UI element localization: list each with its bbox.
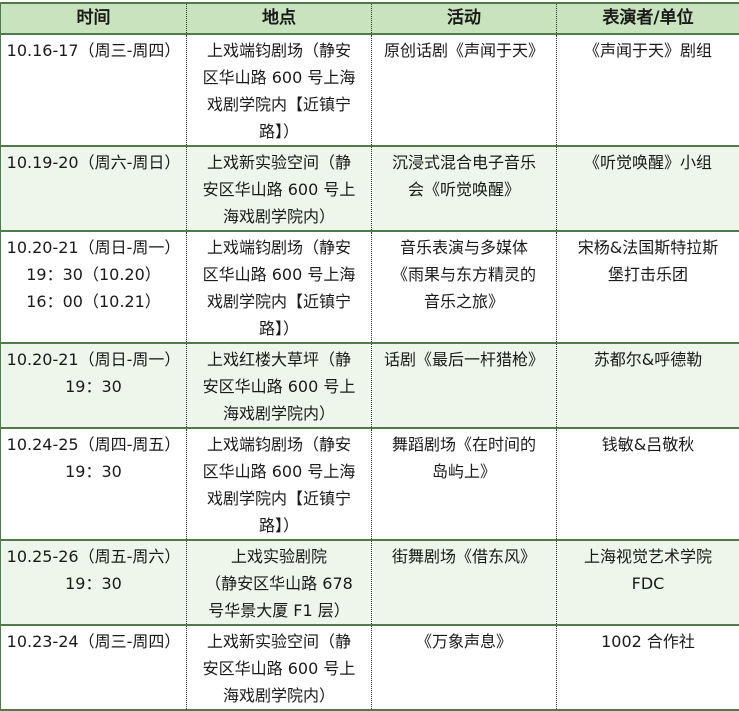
- time-cell: 10.20-21（周日-周一）19：30（10.20）16：00（10.21）: [1, 231, 187, 343]
- header-activity: 活动: [372, 3, 557, 34]
- time-cell-line: 16：00（10.21）: [3, 288, 184, 315]
- performer-cell: 苏都尔&呼德勒: [557, 343, 739, 428]
- activity-cell: 沉浸式混合电子音乐会《听觉唤醒》: [372, 146, 557, 231]
- time-cell: 10.23-24（周三-周四）: [1, 625, 187, 710]
- venue-cell-line: 上戏端钧剧场（静安: [189, 234, 369, 261]
- venue-cell-line: 号华景大厦 F1 层）: [189, 597, 369, 624]
- performer-cell-line: 上海视觉艺术学院: [559, 543, 737, 570]
- performer-cell: 《听觉唤醒》小组: [557, 146, 739, 231]
- activity-cell: 《万象声息》: [372, 625, 557, 710]
- venue-cell-line: 上戏端钧剧场（静安: [189, 37, 369, 64]
- time-cell: 10.20-21（周日-周一）19：30: [1, 343, 187, 428]
- activity-cell-line: 音乐表演与多媒体: [374, 234, 554, 261]
- time-cell-line: 10.20-21（周日-周一）: [3, 346, 184, 373]
- activity-cell-line: 会《听觉唤醒》: [374, 176, 554, 203]
- table-row: 10.20-21（周日-周一）19：30（10.20）16：00（10.21）上…: [1, 231, 739, 343]
- venue-cell-line: 路】）: [189, 118, 369, 145]
- time-cell-line: 19：30: [3, 458, 184, 485]
- venue-cell-line: 区华山路 600 号上海: [189, 261, 369, 288]
- activity-cell: 音乐表演与多媒体《雨果与东方精灵的音乐之旅》: [372, 231, 557, 343]
- venue-cell-line: 上戏新实验空间（静: [189, 149, 369, 176]
- venue-cell-line: 戏剧学院内【近镇宁: [189, 485, 369, 512]
- time-cell: 10.16-17（周三-周四）: [1, 34, 187, 146]
- performer-cell: 1002 合作社: [557, 625, 739, 710]
- time-cell: 10.25-26（周五-周六）19：30: [1, 540, 187, 625]
- time-cell-line: 19：30: [3, 570, 184, 597]
- venue-cell-line: 安区华山路 600 号上: [189, 176, 369, 203]
- activity-cell: 舞蹈剧场《在时间的岛屿上》: [372, 428, 557, 540]
- venue-cell-line: 安区华山路 600 号上: [189, 373, 369, 400]
- venue-cell-line: 海戏剧学院内）: [189, 203, 369, 230]
- activity-cell-line: 舞蹈剧场《在时间的: [374, 431, 554, 458]
- time-cell: 10.19-20（周六-周日）: [1, 146, 187, 231]
- performer-cell-line: FDC: [559, 570, 737, 597]
- activity-cell: 街舞剧场《借东风》: [372, 540, 557, 625]
- header-performer: 表演者/单位: [557, 3, 739, 34]
- performer-cell-line: 钱敏&吕敬秋: [559, 431, 737, 458]
- performer-cell-line: 《听觉唤醒》小组: [559, 149, 737, 176]
- venue-cell-line: 戏剧学院内【近镇宁: [189, 91, 369, 118]
- header-venue: 地点: [187, 3, 372, 34]
- venue-cell: 上戏端钧剧场（静安区华山路 600 号上海戏剧学院内【近镇宁路】）: [187, 231, 372, 343]
- activity-cell-line: 《雨果与东方精灵的: [374, 261, 554, 288]
- venue-cell-line: 海戏剧学院内）: [189, 682, 369, 709]
- activity-cell: 话剧《最后一杆猎枪》: [372, 343, 557, 428]
- activity-cell: 原创话剧《声闻于天》: [372, 34, 557, 146]
- venue-cell-line: 海戏剧学院内）: [189, 400, 369, 427]
- performer-cell: 《声闻于天》剧组: [557, 34, 739, 146]
- time-cell-line: 10.23-24（周三-周四）: [3, 628, 184, 655]
- time-cell: 10.24-25（周四-周五）19：30: [1, 428, 187, 540]
- activity-cell-line: 《万象声息》: [374, 628, 554, 655]
- performer-cell-line: 《声闻于天》剧组: [559, 37, 737, 64]
- activity-cell-line: 话剧《最后一杆猎枪》: [374, 346, 554, 373]
- time-cell-line: 10.24-25（周四-周五）: [3, 431, 184, 458]
- performer-cell: 宋杨&法国斯特拉斯堡打击乐团: [557, 231, 739, 343]
- performer-cell-line: 宋杨&法国斯特拉斯: [559, 234, 737, 261]
- venue-cell-line: 上戏实验剧院: [189, 543, 369, 570]
- time-cell-line: 19：30（10.20）: [3, 261, 184, 288]
- venue-cell: 上戏端钧剧场（静安区华山路 600 号上海戏剧学院内【近镇宁路】）: [187, 34, 372, 146]
- venue-cell-line: 区华山路 600 号上海: [189, 458, 369, 485]
- performer-cell-line: 堡打击乐团: [559, 261, 737, 288]
- performer-cell-line: 苏都尔&呼德勒: [559, 346, 737, 373]
- venue-cell-line: 路】）: [189, 512, 369, 539]
- header-time: 时间: [1, 3, 187, 34]
- time-cell-line: 10.25-26（周五-周六）: [3, 543, 184, 570]
- venue-cell: 上戏端钧剧场（静安区华山路 600 号上海戏剧学院内【近镇宁路】）: [187, 428, 372, 540]
- activity-cell-line: 沉浸式混合电子音乐: [374, 149, 554, 176]
- header-row: 时间 地点 活动 表演者/单位: [1, 3, 739, 34]
- venue-cell-line: 上戏端钧剧场（静安: [189, 431, 369, 458]
- table-row: 10.19-20（周六-周日）上戏新实验空间（静安区华山路 600 号上海戏剧学…: [1, 146, 739, 231]
- table-row: 10.16-17（周三-周四）上戏端钧剧场（静安区华山路 600 号上海戏剧学院…: [1, 34, 739, 146]
- venue-cell-line: 区华山路 600 号上海: [189, 64, 369, 91]
- performer-cell-line: 1002 合作社: [559, 628, 737, 655]
- venue-cell-line: 安区华山路 600 号上: [189, 655, 369, 682]
- time-cell-line: 10.16-17（周三-周四）: [3, 37, 184, 64]
- activity-cell-line: 原创话剧《声闻于天》: [374, 37, 554, 64]
- activity-cell-line: 岛屿上》: [374, 458, 554, 485]
- venue-cell: 上戏新实验空间（静安区华山路 600 号上海戏剧学院内）: [187, 146, 372, 231]
- activity-cell-line: 音乐之旅》: [374, 288, 554, 315]
- venue-cell: 上戏新实验空间（静安区华山路 600 号上海戏剧学院内）: [187, 625, 372, 710]
- time-cell-line: 10.19-20（周六-周日）: [3, 149, 184, 176]
- table-row: 10.23-24（周三-周四）上戏新实验空间（静安区华山路 600 号上海戏剧学…: [1, 625, 739, 710]
- venue-cell: 上戏红楼大草坪（静安区华山路 600 号上海戏剧学院内）: [187, 343, 372, 428]
- activity-cell-line: 街舞剧场《借东风》: [374, 543, 554, 570]
- time-cell-line: 10.20-21（周日-周一）: [3, 234, 184, 261]
- performer-cell: 钱敏&吕敬秋: [557, 428, 739, 540]
- time-cell-line: 19：30: [3, 373, 184, 400]
- venue-cell-line: （静安区华山路 678: [189, 570, 369, 597]
- venue-cell-line: 路】）: [189, 315, 369, 342]
- venue-cell-line: 上戏新实验空间（静: [189, 628, 369, 655]
- venue-cell-line: 戏剧学院内【近镇宁: [189, 288, 369, 315]
- venue-cell-line: 上戏红楼大草坪（静: [189, 346, 369, 373]
